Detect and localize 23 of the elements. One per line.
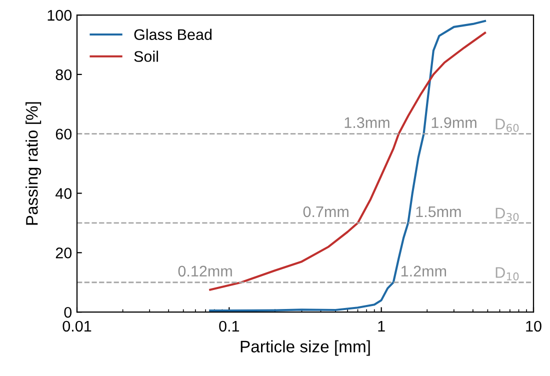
x-tick-label: 1 bbox=[378, 320, 385, 332]
legend-label: Glass Bead bbox=[134, 28, 212, 40]
y-axis-title: Passing ratio [%] bbox=[26, 102, 42, 225]
ref-line-label: D$_{30}$ bbox=[496, 208, 519, 222]
annotation: 0.7mm bbox=[303, 206, 348, 218]
x-tick-label: 10 bbox=[526, 320, 542, 332]
y-tick-label: 100 bbox=[48, 10, 72, 21]
annotation: 1.3mm bbox=[344, 117, 390, 128]
annotation: 1.2mm bbox=[401, 266, 446, 276]
legend-label: Soil bbox=[134, 50, 158, 62]
ref-line-label: D$_{60}$ bbox=[496, 118, 519, 132]
y-tick-label: 20 bbox=[56, 248, 72, 258]
annotation: 1.9mm bbox=[432, 117, 476, 128]
annotation: 1.5mm bbox=[416, 206, 461, 218]
y-tick-label: 0 bbox=[64, 306, 72, 318]
x-axis-title: Particle size [mm] bbox=[240, 340, 370, 356]
x-tick-label: 0.1 bbox=[219, 320, 240, 332]
ref-line-label: D$_{10}$ bbox=[496, 267, 519, 280]
x-tick-label: 0.01 bbox=[62, 320, 92, 332]
y-tick-label: 80 bbox=[56, 69, 72, 80]
y-tick-label: 60 bbox=[56, 128, 72, 140]
y-tick-label: 40 bbox=[56, 188, 72, 199]
annotation: 0.12mm bbox=[178, 266, 232, 277]
